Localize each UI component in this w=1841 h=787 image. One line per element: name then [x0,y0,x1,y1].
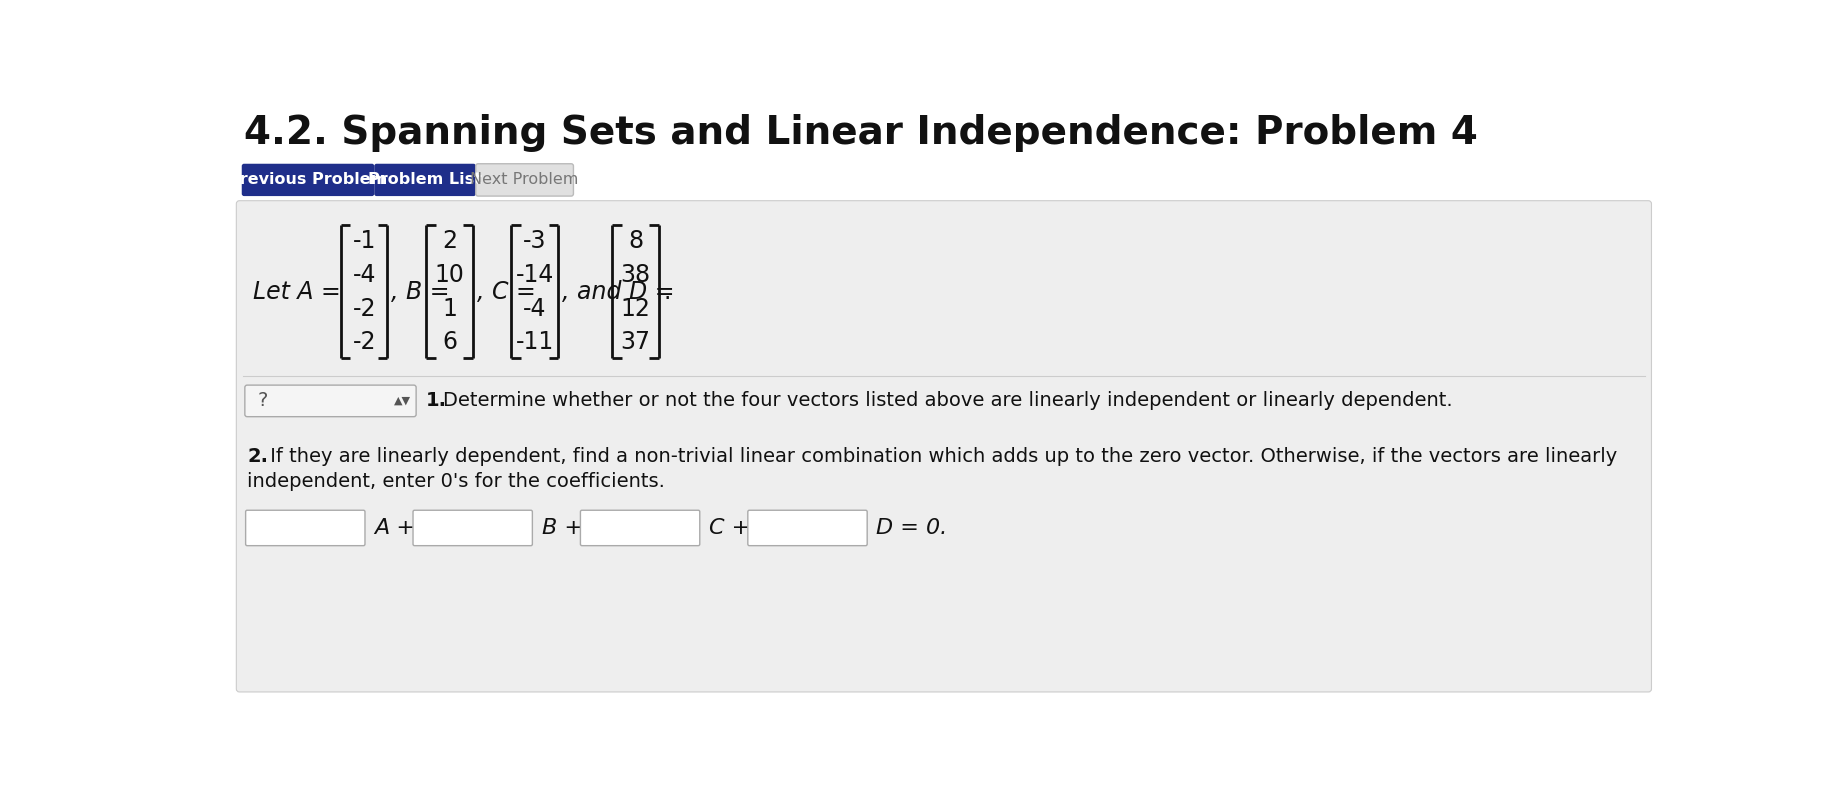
Text: -4: -4 [352,263,376,286]
Text: 8: 8 [628,229,643,253]
Text: A +: A + [374,518,416,538]
Text: 1.: 1. [427,391,447,410]
FancyBboxPatch shape [374,164,475,196]
FancyBboxPatch shape [747,510,867,545]
Text: 1: 1 [442,297,457,320]
Text: 2: 2 [442,229,457,253]
Text: -11: -11 [515,331,554,354]
Text: , C =: , C = [477,279,536,304]
Text: 37: 37 [620,331,650,354]
Text: 12: 12 [620,297,650,320]
FancyBboxPatch shape [245,385,416,416]
Text: 2.: 2. [247,447,269,466]
Text: ▲▼: ▲▼ [394,396,411,406]
Text: , and D =: , and D = [562,279,674,304]
Text: C +: C + [709,518,751,538]
Text: If they are linearly dependent, find a non-trivial linear combination which adds: If they are linearly dependent, find a n… [265,447,1618,466]
Text: -4: -4 [523,297,547,320]
Text: -3: -3 [523,229,547,253]
Text: 6: 6 [442,331,457,354]
FancyBboxPatch shape [236,201,1651,692]
Text: -2: -2 [352,297,376,320]
Text: 10: 10 [434,263,464,286]
FancyBboxPatch shape [475,164,573,196]
FancyBboxPatch shape [412,510,532,545]
Text: independent, enter 0's for the coefficients.: independent, enter 0's for the coefficie… [247,471,665,491]
Text: Next Problem: Next Problem [471,172,578,187]
Text: Determine whether or not the four vectors listed above are linearly independent : Determine whether or not the four vector… [444,391,1453,410]
Text: D = 0.: D = 0. [876,518,948,538]
Text: , B =: , B = [392,279,449,304]
Text: .: . [663,279,670,304]
Text: -1: -1 [352,229,376,253]
Text: Previous Problem: Previous Problem [228,172,388,187]
Text: 4.2. Spanning Sets and Linear Independence: Problem 4: 4.2. Spanning Sets and Linear Independen… [245,114,1478,152]
FancyBboxPatch shape [245,510,365,545]
Text: ?: ? [258,391,269,410]
Text: Problem List: Problem List [368,172,482,187]
Text: -2: -2 [352,331,376,354]
Text: 38: 38 [620,263,650,286]
Text: Let A =: Let A = [254,279,341,304]
Text: -14: -14 [515,263,554,286]
Text: B +: B + [541,518,582,538]
FancyBboxPatch shape [241,164,374,196]
FancyBboxPatch shape [580,510,700,545]
